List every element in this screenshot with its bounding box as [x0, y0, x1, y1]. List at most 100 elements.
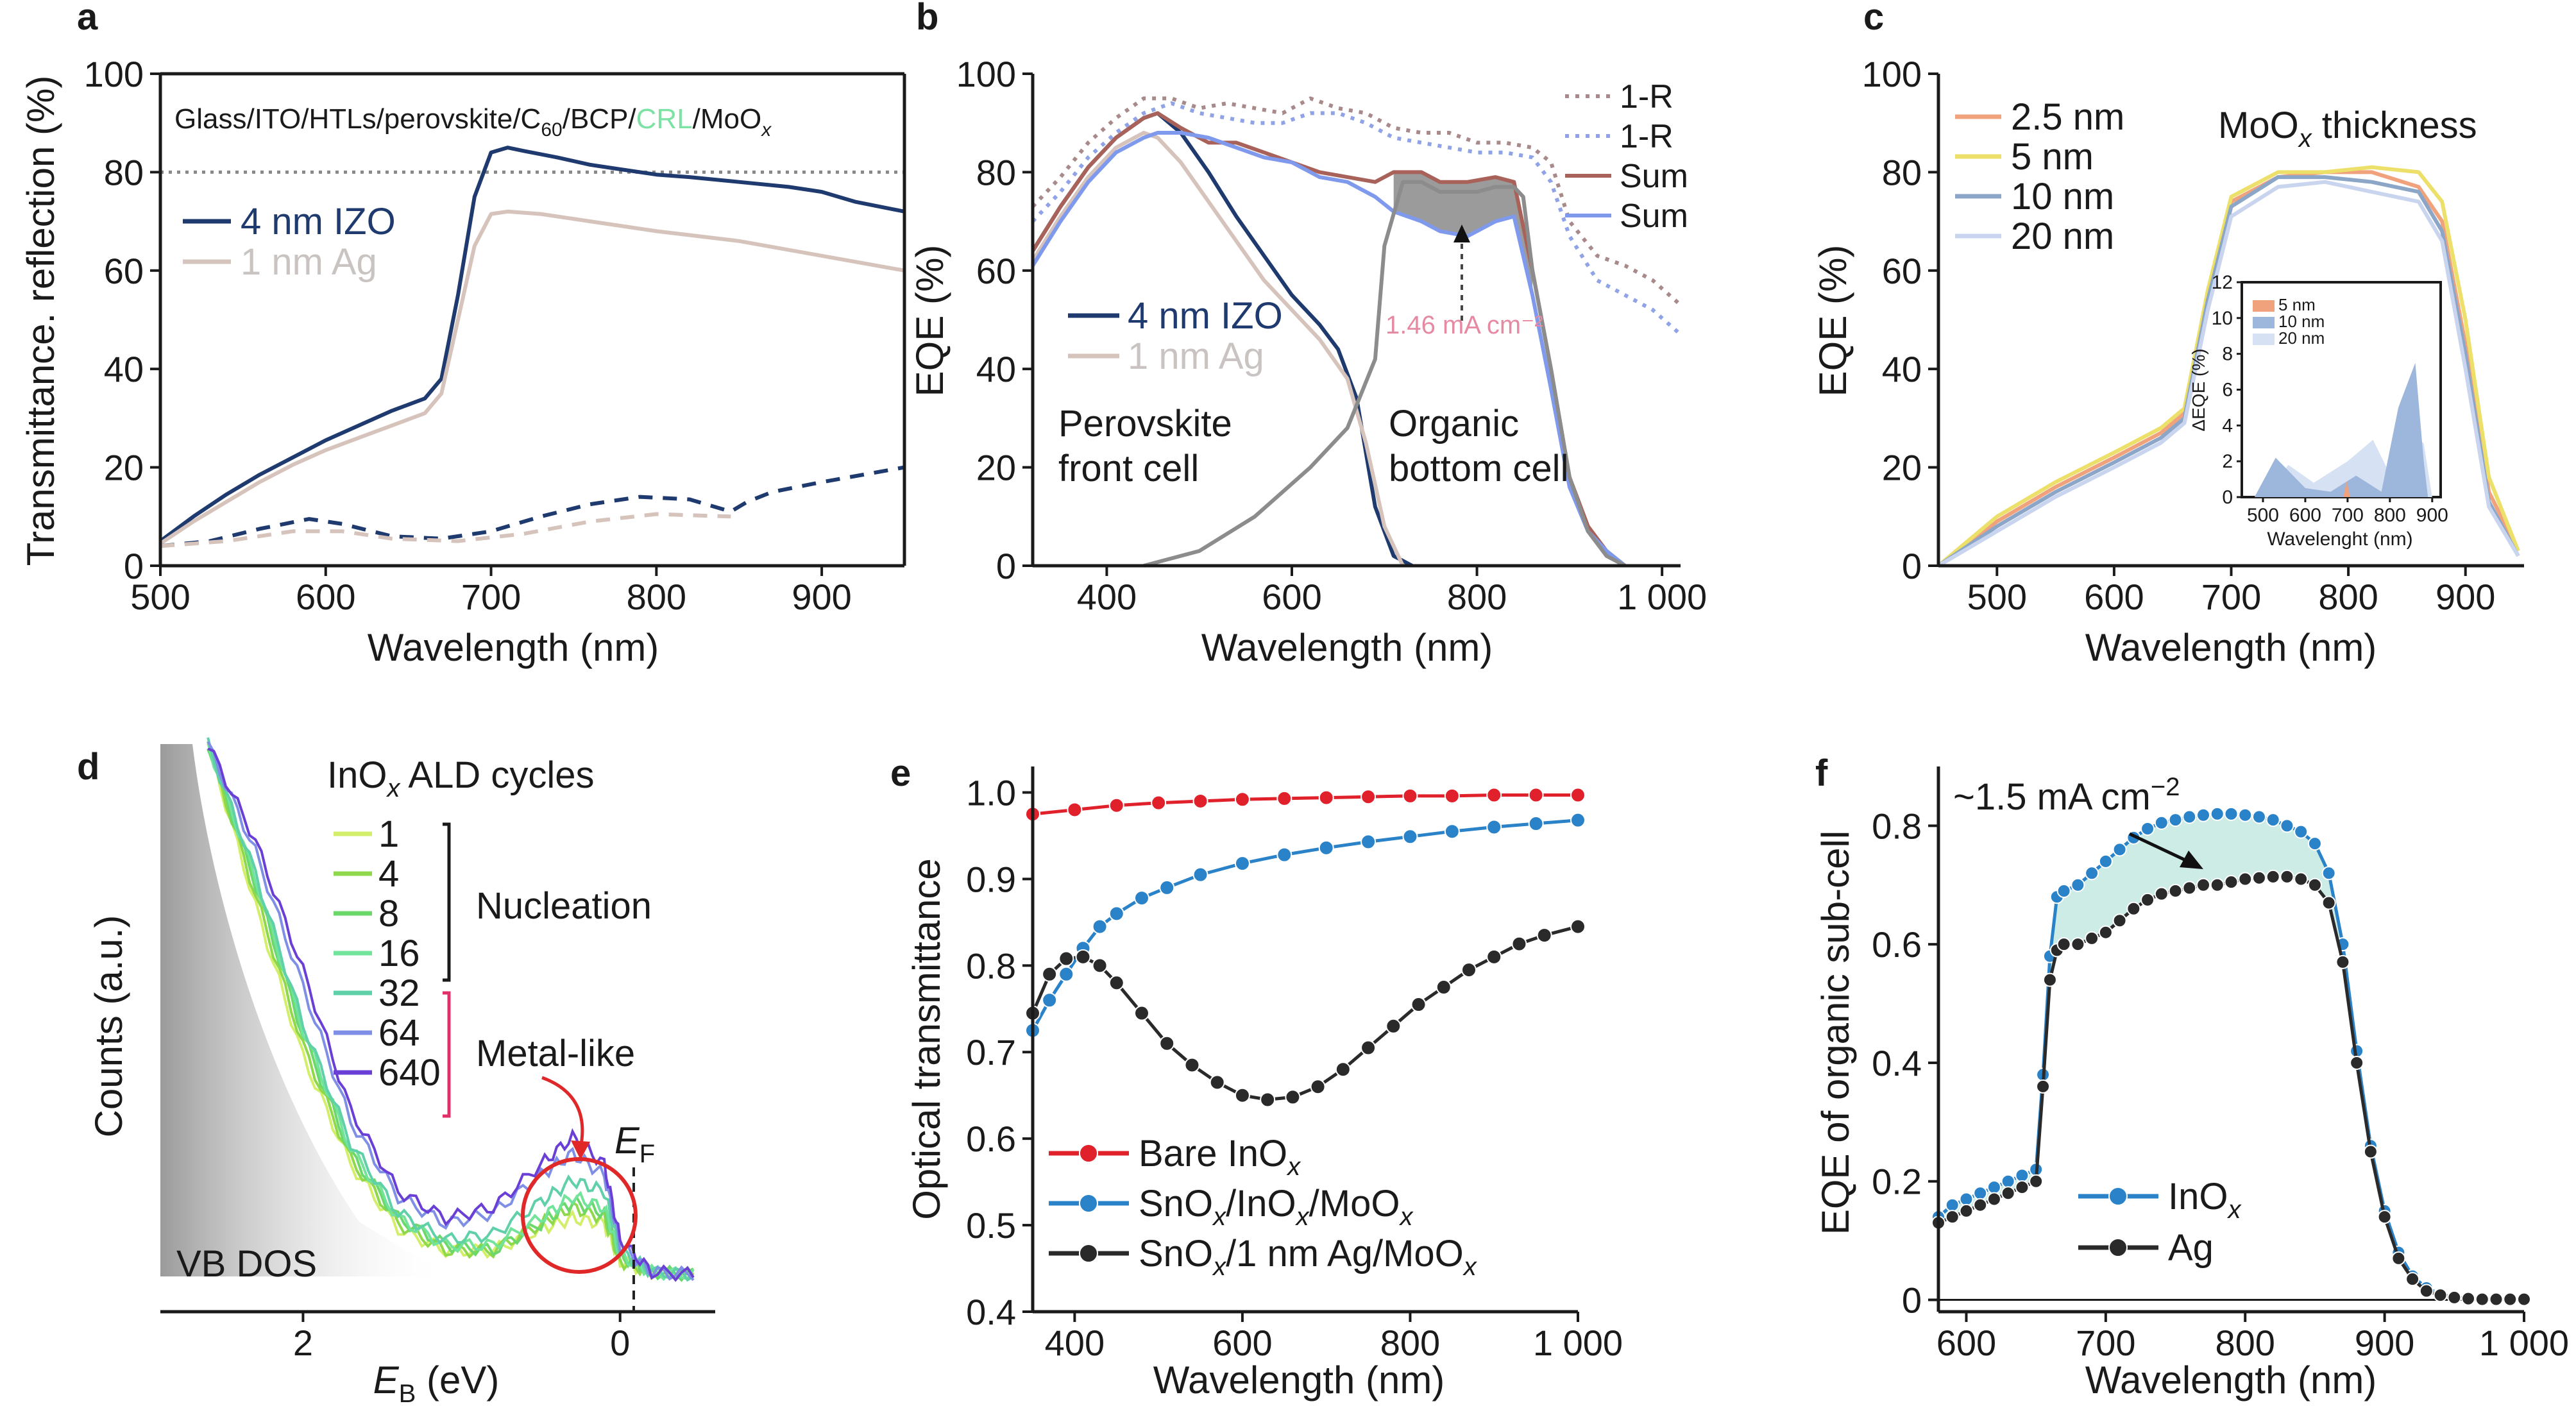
- panel-e-xtick-label-3: 800: [1380, 1323, 1440, 1363]
- panel-e-point-1-6: [1234, 792, 1250, 808]
- panel-f-point-2-7: [2015, 1180, 2029, 1194]
- panel-f-point-1-24: [2224, 806, 2239, 821]
- panel-d-line-7: [207, 747, 695, 1282]
- fermi-label-main: E: [614, 1120, 640, 1162]
- panel-f-annotation-arrow-line: [2128, 832, 2185, 861]
- panel-f-point-2-16: [2112, 913, 2127, 928]
- panel-f-point-2-30: [2307, 877, 2322, 892]
- panel-b-line-4: [1031, 131, 1627, 568]
- panel-c-title-sub: x: [2298, 124, 2313, 153]
- inset-area-5nm: [2343, 480, 2350, 497]
- panel-a-xtick-label-2: 600: [296, 577, 355, 617]
- panel-b-legend-right-label-1: 1-R: [1620, 78, 1674, 115]
- panel-d-legend-label-4: 16: [378, 933, 420, 974]
- panel-c-title-main: MoO: [2218, 105, 2299, 146]
- inset-legend-swatch-3: [2253, 334, 2275, 345]
- panel-f-point-1-12: [2056, 884, 2071, 899]
- inset-legend-label-1: 5 nm: [2278, 295, 2316, 314]
- panel-f-legend-sub: x: [2227, 1196, 2242, 1224]
- panel-e-letter: e: [890, 752, 911, 794]
- panel-e-legend-part: x: [1295, 1203, 1310, 1231]
- panel-a-xtick-label-1: 500: [130, 577, 190, 617]
- panel-d-letter: d: [77, 746, 99, 788]
- panel-f-legend-label-2: Ag: [2168, 1227, 2214, 1269]
- stack-part-3: /BCP/: [563, 103, 637, 135]
- panel-e-point-2-9: [1192, 867, 1208, 883]
- panel-c-ytick-label-6: 100: [1862, 54, 1922, 94]
- panel-e-legend-marker-2: [1079, 1194, 1098, 1213]
- panel-f-point-2-17: [2126, 901, 2141, 916]
- panel-e-point-1-5: [1192, 793, 1208, 809]
- panel-f-point-1-20: [2168, 813, 2183, 827]
- panel-f-point-1-15: [2098, 854, 2113, 868]
- panel-e-legend-marker-3: [1079, 1244, 1098, 1263]
- panel-e-legend-part: /1 nm Ag/MoO: [1226, 1233, 1464, 1275]
- panel-b-xtick-label-2: 600: [1262, 577, 1321, 617]
- panel-e-point-2-15: [1444, 824, 1460, 840]
- panel-b-region-label-4: bottom cell: [1389, 448, 1568, 489]
- panel-a-ytick-label-4: 60: [104, 251, 144, 291]
- panel-e-point-3-16: [1360, 1040, 1377, 1056]
- panel-e-ticks: 400 600 800 1 000 0.4 0.5 0.6 0.7 0.8 0.9 1.0: [966, 772, 1623, 1363]
- panel-b-xtick-label-4: 1 000: [1617, 577, 1707, 617]
- panel-e-legend-part: /InO: [1226, 1183, 1296, 1224]
- panel-f-xlabel: Wavelength (nm): [2085, 1359, 2377, 1402]
- panel-e-point-3-10: [1209, 1074, 1225, 1090]
- panel-b-ylabel: EQE (%): [908, 245, 951, 397]
- panel-f-point-2-24: [2224, 875, 2239, 890]
- panel-f-point-2-13: [2071, 937, 2085, 952]
- panel-f-ytick-label-4: 0.6: [1872, 924, 1922, 965]
- panel-f: f 600 700 800 900 1 000 0 0.2 0.4 0.6 0.8 Wavelen…: [1814, 752, 2569, 1402]
- panel-a-line-4: [160, 512, 731, 548]
- metal-like-bracket: [443, 991, 451, 1118]
- fermi-label-sub: F: [640, 1140, 655, 1168]
- panel-f-point-2-19: [2154, 886, 2169, 901]
- panel-e-point-3-15: [1335, 1062, 1351, 1078]
- panel-c-ylabel: EQE (%): [1811, 245, 1854, 397]
- panel-e-xtick-label-4: 1 000: [1533, 1323, 1623, 1363]
- panel-e-ylabel: Optical transmittance: [905, 858, 948, 1220]
- panel-b-annotation: 1.46 mA cm⁻²: [1385, 311, 1543, 339]
- panel-e-point-2-5: [1092, 919, 1108, 935]
- panel-e-legend-part: x: [1286, 1153, 1301, 1181]
- panel-f-point-2-21: [2182, 881, 2197, 895]
- vb-dos-label: VB DOS: [176, 1243, 317, 1285]
- panel-e-point-1-4: [1151, 795, 1167, 811]
- panel-e-point-3-2: [1042, 966, 1058, 982]
- highlight-arrowhead: [571, 1140, 590, 1160]
- panel-e-legend-part: /MoO: [1309, 1183, 1400, 1224]
- panel-d-xlabel-rest: (eV): [416, 1359, 499, 1402]
- panel-c-legend-label-4: 20 nm: [2011, 216, 2114, 257]
- stack-part-6: x: [760, 119, 772, 140]
- panel-f-point-1-22: [2196, 808, 2211, 822]
- panel-e-legend-part: SnO: [1139, 1183, 1213, 1224]
- panel-e-point-3-20: [1461, 962, 1477, 978]
- panel-e-ytick-label-3: 0.6: [966, 1119, 1016, 1159]
- panel-b-ytick-label-4: 60: [976, 251, 1016, 291]
- panel-f-point-2-8: [2029, 1174, 2044, 1189]
- panel-c-ytick-label-4: 60: [1882, 251, 1922, 291]
- panel-b: b 400 600 800 1 000 0 20 40 60 80 100 Wavelength …: [908, 0, 1707, 669]
- panel-d-legend-label-7: 640: [378, 1052, 441, 1094]
- inset-ytick-label-3: 4: [2222, 415, 2233, 436]
- inset-xtick-label-5: 900: [2416, 505, 2448, 526]
- panel-b-annotation-arrowhead: [1453, 224, 1470, 242]
- panel-e-point-2-12: [1318, 840, 1334, 856]
- panel-f-point-1-23: [2210, 806, 2224, 821]
- panel-e-point-3-13: [1285, 1089, 1301, 1105]
- panel-e-point-2-18: [1570, 812, 1586, 828]
- panel-a-letter: a: [77, 0, 98, 38]
- stack-part-1: Glass/ITO/HTLs/perovskite/C: [174, 103, 541, 135]
- panel-a-legend-label-2: 1 nm Ag: [241, 241, 377, 283]
- inset-ytick-label-5: 8: [2222, 344, 2233, 365]
- panel-b-ytick-label-6: 100: [956, 54, 1016, 94]
- panel-e-ytick-label-2: 0.5: [966, 1205, 1016, 1246]
- panel-f-point-2-37: [2405, 1272, 2420, 1287]
- panel-c-line-3: [1937, 175, 2520, 568]
- legend-title-sub: x: [386, 774, 402, 802]
- panel-c-ytick-label-2: 20: [1882, 448, 1922, 488]
